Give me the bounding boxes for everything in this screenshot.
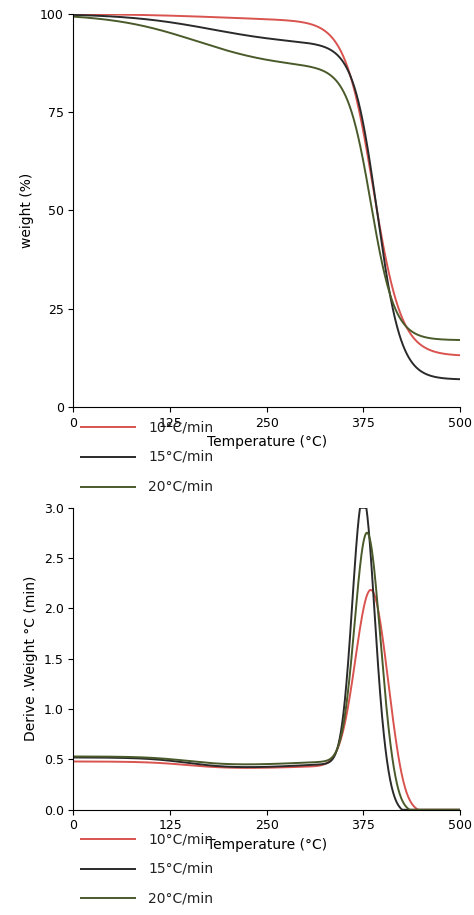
Text: 15°C/min: 15°C/min xyxy=(148,862,213,876)
X-axis label: Temperature (°C): Temperature (°C) xyxy=(207,838,327,852)
Text: 10°C/min: 10°C/min xyxy=(148,420,213,435)
X-axis label: Temperature (°C): Temperature (°C) xyxy=(207,436,327,449)
Text: 20°C/min: 20°C/min xyxy=(148,479,213,493)
Y-axis label: Derive .Weight °C (min): Derive .Weight °C (min) xyxy=(24,576,38,741)
Y-axis label: weight (%): weight (%) xyxy=(20,173,34,248)
Text: 15°C/min: 15°C/min xyxy=(148,450,213,464)
Text: 20°C/min: 20°C/min xyxy=(148,891,213,905)
Text: 10°C/min: 10°C/min xyxy=(148,832,213,846)
